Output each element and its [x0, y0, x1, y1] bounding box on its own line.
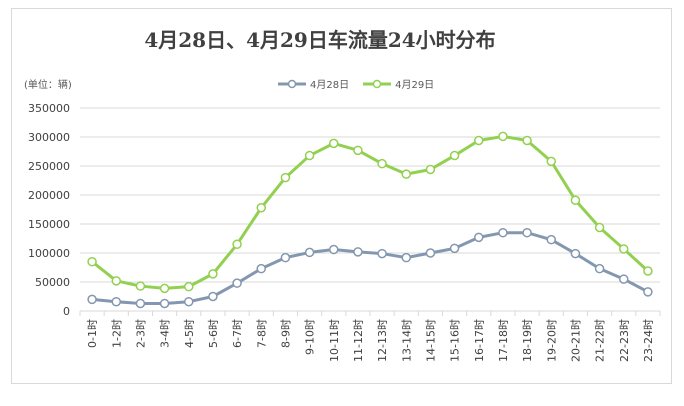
data-point-series-2 — [256, 203, 266, 213]
legend-item-series-2: 4月29日 — [363, 76, 434, 91]
data-point-series-2 — [401, 169, 411, 179]
y-tick-label: 300000 — [28, 131, 70, 144]
series-line-2 — [90, 134, 650, 290]
legend: 4月28日 4月29日 — [278, 76, 434, 91]
data-point-series-1 — [87, 294, 97, 305]
data-point-series-2 — [594, 222, 605, 233]
data-point-series-2 — [522, 135, 532, 146]
data-point-series-1 — [159, 298, 170, 309]
data-point-series-1 — [425, 248, 436, 258]
legend-label-series-2: 4月29日 — [395, 80, 435, 91]
data-point-series-2 — [425, 164, 436, 175]
y-tick-label: 0 — [63, 305, 70, 318]
data-point-series-1 — [329, 244, 339, 255]
data-point-series-2 — [111, 276, 121, 286]
data-point-series-1 — [643, 287, 653, 297]
x-tick-label: 23-24时 — [642, 319, 655, 362]
data-point-series-2 — [159, 283, 170, 294]
legend-swatch-series-2 — [363, 79, 392, 88]
x-tick-label: 2-3时 — [134, 319, 147, 348]
x-tick-label: 19-20时 — [545, 319, 558, 362]
y-tick-label: 100000 — [28, 247, 70, 260]
data-point-series-1 — [135, 298, 146, 309]
data-point-series-2 — [619, 244, 629, 254]
data-point-series-2 — [449, 150, 460, 161]
x-tick-label: 3-4时 — [159, 319, 172, 348]
x-tick-label: 14-15时 — [424, 319, 437, 362]
x-tick-label: 1-2时 — [110, 319, 123, 348]
data-point-series-2 — [208, 269, 218, 279]
data-point-series-2 — [184, 281, 194, 292]
y-tick-label: 50000 — [35, 276, 70, 289]
data-point-series-2 — [232, 239, 242, 250]
x-tick-label: 12-13时 — [376, 319, 389, 362]
data-point-series-2 — [87, 256, 97, 267]
x-tick-label: 21-22时 — [594, 319, 607, 362]
data-point-series-2 — [498, 131, 508, 142]
series-line-1 — [90, 231, 650, 305]
unit-label: (单位：辆) — [24, 80, 72, 91]
data-point-series-1 — [449, 243, 460, 254]
data-point-series-2 — [304, 150, 315, 161]
data-point-series-2 — [546, 156, 556, 167]
data-point-series-1 — [353, 247, 363, 257]
data-point-series-1 — [377, 248, 387, 259]
data-point-series-2 — [570, 195, 581, 205]
data-point-series-1 — [401, 252, 411, 263]
x-tick-label: 6-7时 — [231, 319, 244, 348]
data-point-series-1 — [232, 278, 242, 288]
data-point-series-1 — [304, 247, 315, 258]
data-point-series-1 — [522, 227, 532, 238]
x-tick-label: 9-10时 — [304, 319, 317, 355]
chart-title: 4月28日、4月29日车流量24小时分布 — [144, 28, 496, 52]
x-tick-label: 22-23时 — [618, 319, 631, 362]
x-tick-label: 13-14时 — [400, 319, 413, 362]
data-point-series-1 — [208, 291, 218, 302]
data-point-series-2 — [474, 135, 484, 146]
legend-swatch-series-1 — [278, 79, 306, 88]
x-tick-label: 18-19时 — [521, 319, 534, 362]
x-tick-label: 10-11时 — [328, 319, 341, 362]
legend-item-series-1: 4月28日 — [278, 76, 349, 91]
y-tick-label: 250000 — [28, 160, 70, 173]
x-tick-label: 20-21时 — [569, 319, 582, 362]
data-point-series-2 — [280, 172, 291, 183]
data-point-series-2 — [135, 281, 146, 291]
data-point-series-1 — [570, 248, 581, 259]
x-tick-label: 17-18时 — [497, 319, 510, 362]
chart-frame — [11, 8, 672, 384]
data-point-series-2 — [643, 266, 653, 276]
data-point-series-1 — [546, 234, 556, 245]
x-tick-label: 7-8时 — [255, 319, 268, 348]
data-point-series-1 — [256, 263, 266, 274]
legend-label-series-1: 4月28日 — [310, 80, 350, 91]
data-point-series-1 — [619, 274, 629, 284]
y-tick-label: 200000 — [28, 189, 70, 202]
x-tick-label: 11-12时 — [352, 319, 365, 362]
data-point-series-1 — [594, 263, 605, 274]
y-tick-label: 150000 — [28, 218, 70, 231]
x-tick-label: 0-1时 — [86, 319, 99, 348]
x-tick-label: 4-5时 — [183, 319, 196, 348]
data-point-series-2 — [353, 145, 363, 156]
x-tick-label: 5-6时 — [207, 319, 220, 348]
y-tick-label: 350000 — [28, 102, 70, 115]
x-tick-label: 8-9时 — [279, 319, 292, 348]
data-point-series-1 — [280, 252, 291, 263]
data-point-series-2 — [329, 138, 339, 149]
x-tick-label: 15-16时 — [449, 319, 462, 362]
data-point-series-1 — [498, 227, 508, 238]
data-point-series-1 — [111, 296, 121, 307]
data-point-series-1 — [184, 296, 194, 307]
x-tick-label: 16-17时 — [473, 319, 486, 362]
data-point-series-2 — [377, 158, 387, 169]
data-point-series-1 — [474, 232, 484, 243]
